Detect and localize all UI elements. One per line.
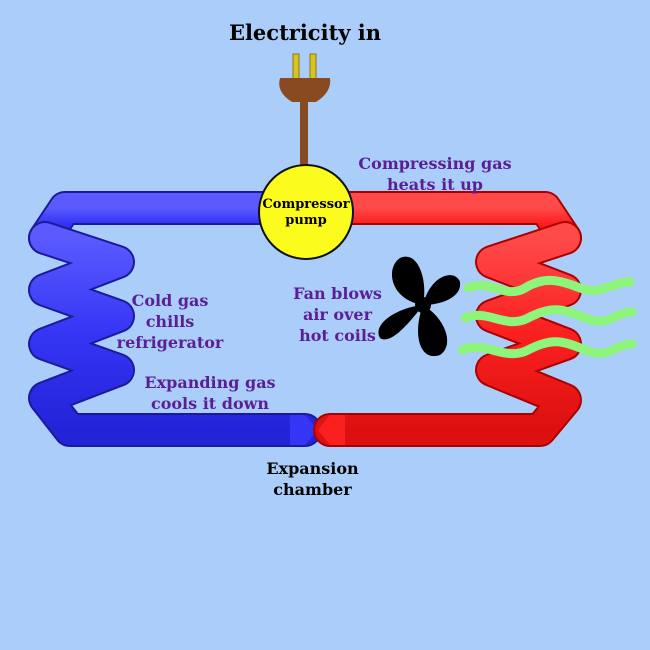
label-expanding-line2: cools it down: [150, 394, 270, 413]
label-cold-gas: Cold gas chills refrigerator: [105, 290, 235, 353]
title-electricity-in: Electricity in: [228, 20, 382, 45]
label-compressing-gas: Compressing gas heats it up: [340, 153, 530, 195]
label-expanding-line1: Expanding gas: [144, 373, 276, 392]
label-fan-line2: air over: [302, 305, 373, 324]
label-fan-line3: hot coils: [299, 326, 376, 345]
plug-icon: [279, 53, 331, 178]
label-expansion-line1: Expansion: [266, 459, 359, 478]
compressor-label: Compressor pump: [258, 197, 354, 229]
label-cold-line1: Cold gas: [131, 291, 209, 310]
compressor-label-line1: Compressor: [262, 197, 350, 212]
plug-head: [279, 78, 331, 102]
label-expanding-gas: Expanding gas cools it down: [130, 372, 290, 414]
label-fan-line1: Fan blows: [293, 284, 382, 303]
cold-nozzle: [290, 415, 318, 445]
compressor-pump: [258, 164, 354, 260]
label-expansion-chamber: Expansion chamber: [250, 458, 375, 500]
plug-prong-right: [309, 53, 317, 81]
label-cold-line3: refrigerator: [116, 333, 224, 352]
label-expansion-line2: chamber: [273, 480, 352, 499]
label-compressing-line1: Compressing gas: [358, 154, 512, 173]
hot-nozzle: [318, 415, 345, 445]
label-compressing-line2: heats it up: [386, 175, 483, 194]
label-cold-line2: chills: [145, 312, 195, 331]
compressor-label-line2: pump: [285, 213, 327, 228]
power-cord: [300, 98, 308, 178]
fan-icon: [378, 256, 461, 357]
air-wave-icon: [457, 276, 637, 359]
plug-prong-left: [292, 53, 300, 81]
label-fan-blows: Fan blows air over hot coils: [280, 283, 395, 346]
cold-pipe: [28, 191, 322, 447]
